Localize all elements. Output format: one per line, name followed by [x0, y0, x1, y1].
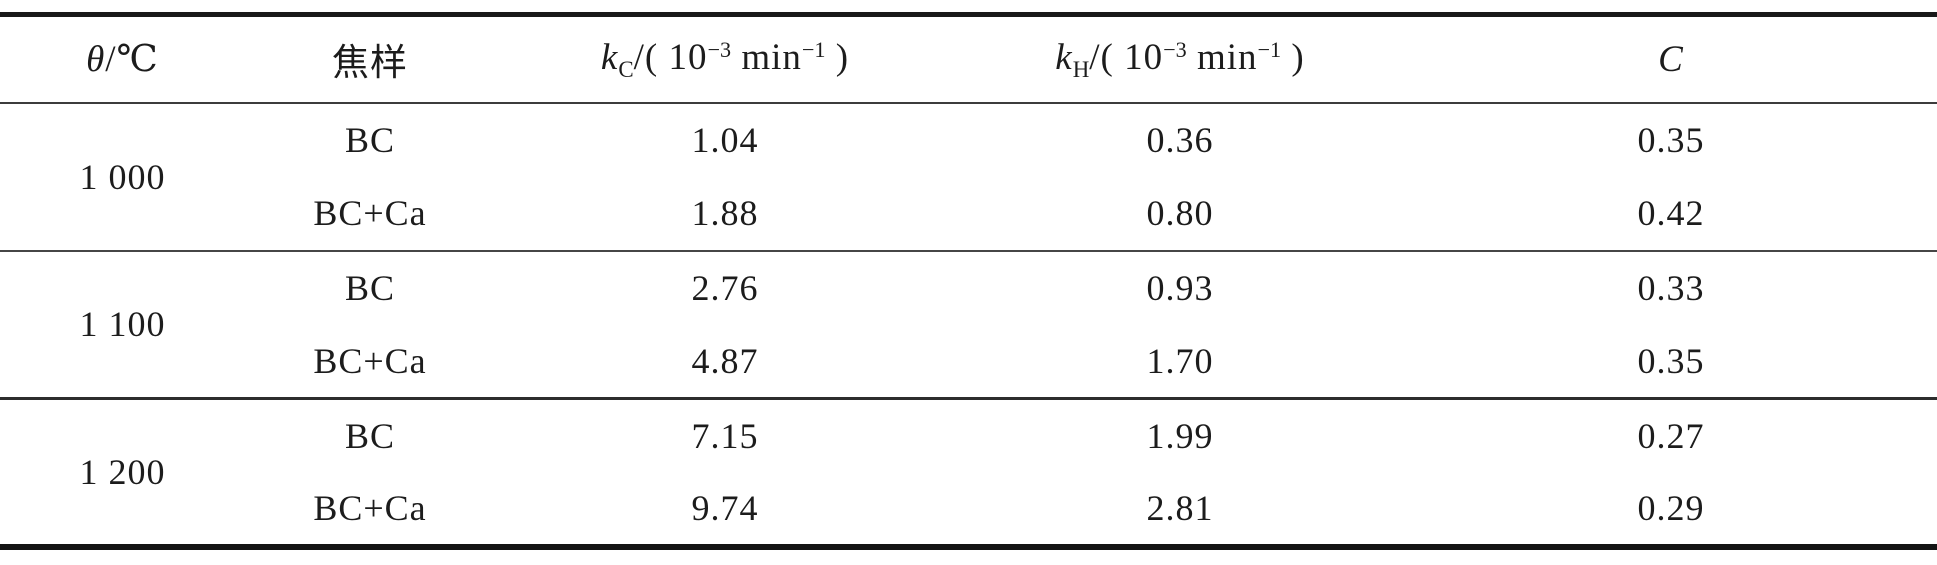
kinetics-table: θ/℃ 焦样 kC/( 10−3 min−1 ) kH/( 10−3 min−1… [0, 12, 1937, 550]
col-header-kc: kC/( 10−3 min−1 ) [495, 14, 955, 104]
sample-cell: BC+Ca [313, 340, 427, 381]
kh-unit-exponent: −1 [1257, 36, 1282, 62]
kh-symbol: k [1055, 36, 1073, 78]
table-row: 1 100 BC 2.76 0.93 0.33 [0, 249, 1937, 399]
temperature-cell: 1 000 [79, 156, 166, 197]
header-row: θ/℃ 焦样 kC/( 10−3 min−1 ) kH/( 10−3 min−1… [0, 14, 1937, 104]
table-row: 1 000 BC 1.04 0.36 0.35 [0, 103, 1937, 197]
sample-cell: BC [245, 249, 495, 325]
temperature-cell: 1 200 [0, 397, 245, 547]
c-value-cell: 0.35 [1637, 340, 1705, 381]
kh-value-cell: 0.80 [1146, 193, 1214, 233]
table-row: BC+Ca 4.87 1.70 0.35 [0, 325, 1937, 399]
kh-value-cell: 0.36 [1146, 120, 1214, 160]
kh-value-cell: 2.81 [1146, 488, 1214, 528]
paper-page: θ/℃ 焦样 kC/( 10−3 min−1 ) kH/( 10−3 min−1… [0, 12, 1937, 550]
table-row: BC+Ca 9.74 2.81 0.29 [0, 473, 1937, 547]
kc-value-cell: 1.04 [691, 120, 759, 160]
c-value-cell: 0.42 [1637, 193, 1705, 233]
kc-exponent: −3 [707, 36, 732, 62]
kh-value-cell: 1.99 [955, 397, 1405, 473]
kh-value-cell: 0.93 [955, 249, 1405, 325]
col-header-sample: 焦样 [245, 14, 495, 104]
col-header-temperature: θ/℃ [0, 14, 245, 104]
kc-unit-exponent: −1 [801, 36, 826, 62]
kc-value-cell: 7.15 [495, 397, 955, 473]
sample-cell: BC [245, 397, 495, 473]
c-value-cell: 0.33 [1405, 249, 1937, 325]
temperature-cell: 1 100 [0, 249, 245, 399]
theta-symbol: θ [86, 39, 106, 81]
table-row: BC+Ca 1.88 0.80 0.42 [0, 177, 1937, 251]
col-header-c: C [1405, 14, 1937, 104]
col-header-kh: kH/( 10−3 min−1 ) [955, 14, 1405, 104]
kc-value-cell: 9.74 [691, 488, 759, 528]
c-value-cell: 0.35 [1637, 120, 1705, 160]
kh-value-cell: 1.70 [1146, 340, 1214, 381]
kc-subscript: C [618, 56, 634, 82]
kh-exponent: −3 [1163, 36, 1187, 62]
kc-value-cell: 2.76 [495, 249, 955, 325]
sample-cell: BC [344, 120, 396, 160]
kh-subscript: H [1072, 56, 1090, 82]
sample-cell: BC+Ca [313, 488, 427, 528]
table-row: 1 200 BC 7.15 1.99 0.27 [0, 397, 1937, 547]
kc-value-cell: 4.87 [691, 340, 759, 381]
kc-symbol: k [600, 36, 619, 78]
sample-cell: BC+Ca [313, 193, 427, 233]
kc-value-cell: 1.88 [691, 193, 759, 233]
temperature-unit: /℃ [105, 39, 159, 81]
c-value-cell: 0.27 [1405, 397, 1937, 473]
c-value-cell: 0.29 [1637, 488, 1705, 528]
